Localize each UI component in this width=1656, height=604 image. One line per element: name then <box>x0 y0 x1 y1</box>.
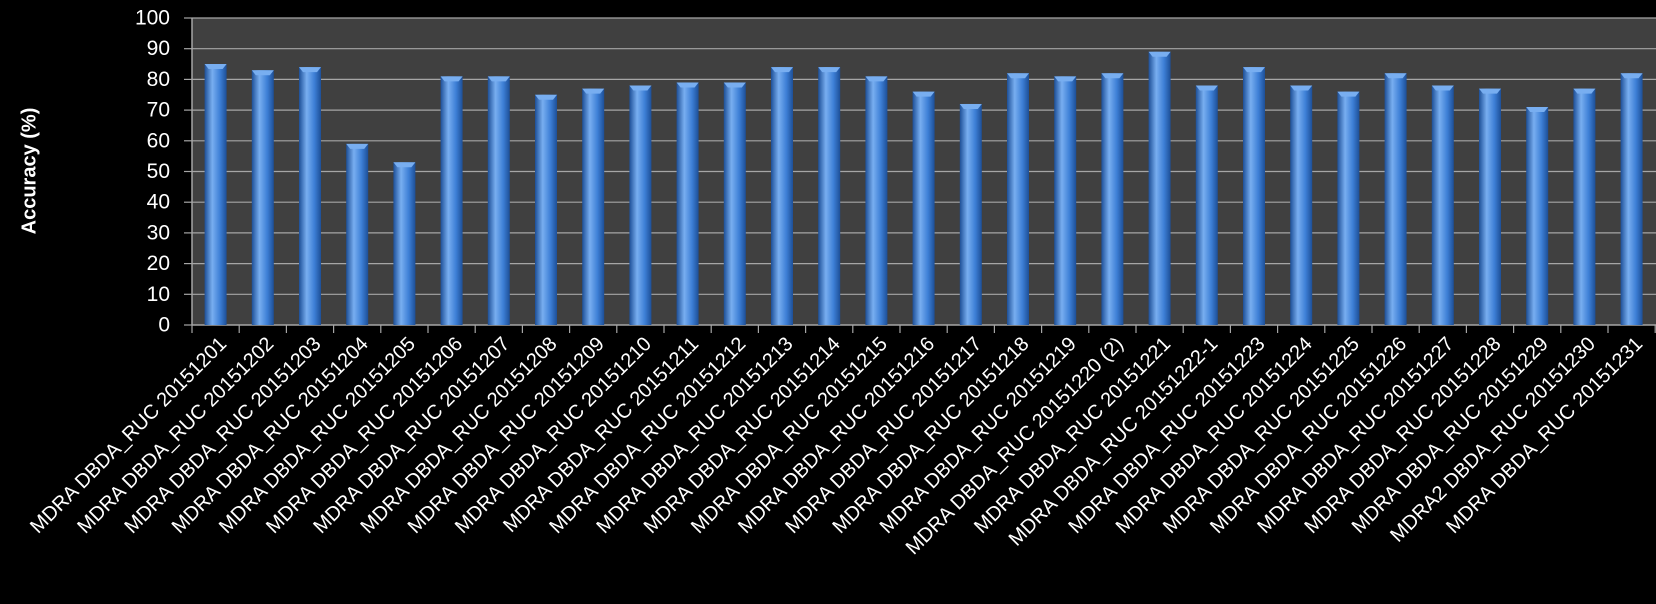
bar-cap <box>299 67 321 73</box>
bar-cap <box>1526 107 1549 113</box>
bar <box>440 76 463 325</box>
bar <box>1620 73 1643 325</box>
bar <box>251 70 274 325</box>
bar <box>1479 88 1501 325</box>
bar-cap <box>629 85 652 91</box>
y-tick-label: 10 <box>147 283 170 306</box>
bar <box>1384 73 1407 325</box>
bar-cap <box>1573 88 1596 94</box>
bar-cap <box>204 64 227 70</box>
bar-cap <box>1337 91 1360 97</box>
y-tick-label: 20 <box>147 252 170 275</box>
bar <box>912 91 935 326</box>
bar-cap <box>251 70 274 76</box>
bar-cap <box>1620 73 1643 79</box>
y-tick-label: 0 <box>158 314 170 337</box>
bar-cap <box>440 76 463 82</box>
y-tick-label: 40 <box>147 191 170 214</box>
bar-cap <box>865 76 888 82</box>
bar-cap <box>771 67 793 73</box>
bar <box>1007 73 1029 325</box>
y-tick-label: 60 <box>147 129 170 152</box>
y-tick-label: 30 <box>147 221 170 244</box>
bar-cap <box>1290 85 1313 91</box>
bar <box>1101 73 1124 325</box>
bar-cap <box>535 94 557 100</box>
bar <box>959 103 982 326</box>
bar <box>346 143 369 325</box>
bar-cap <box>487 76 510 82</box>
bar <box>723 82 746 325</box>
bar-cap <box>1148 51 1171 57</box>
bar <box>1337 91 1360 326</box>
bar-cap <box>1101 73 1124 79</box>
bar <box>393 162 416 325</box>
y-tick-label: 90 <box>147 37 170 60</box>
bar-cap <box>912 91 935 97</box>
bar <box>865 76 888 325</box>
bar-cap <box>1431 85 1454 91</box>
bar <box>535 94 557 325</box>
bar-cap <box>1479 88 1501 94</box>
bar <box>1526 107 1549 325</box>
bar <box>1243 67 1265 326</box>
bar-cap <box>723 82 746 88</box>
bar <box>1148 51 1171 326</box>
bar <box>487 76 510 325</box>
bar <box>1573 88 1596 325</box>
bar <box>1054 76 1077 325</box>
bar-cap <box>818 67 841 73</box>
bar <box>1195 85 1218 325</box>
y-axis-label: Accuracy (%) <box>18 108 40 235</box>
bar-cap <box>959 103 982 109</box>
bar <box>818 67 841 326</box>
bar <box>1431 85 1454 325</box>
y-tick-label: 100 <box>135 7 170 30</box>
y-tick-label: 70 <box>147 99 170 122</box>
bar-cap <box>582 88 605 94</box>
bar <box>582 88 605 325</box>
bar <box>771 67 793 326</box>
bar-cap <box>1007 73 1029 79</box>
bar-cap <box>1243 67 1265 73</box>
bar-cap <box>346 143 369 149</box>
bar-cap <box>1384 73 1407 79</box>
y-tick-label: 50 <box>147 160 170 183</box>
bar-cap <box>393 162 416 168</box>
bar <box>1290 85 1313 325</box>
bars <box>204 51 1643 326</box>
bar-cap <box>1195 85 1218 91</box>
bar-cap <box>676 82 699 88</box>
bar-cap <box>1054 76 1077 82</box>
y-tick-labels: 0 10 20 30 40 50 60 70 80 90 100 <box>135 7 170 337</box>
bar <box>629 85 652 325</box>
y-tick-label: 80 <box>147 68 170 91</box>
bar <box>676 82 699 325</box>
bar <box>204 64 227 326</box>
bar <box>299 67 321 326</box>
